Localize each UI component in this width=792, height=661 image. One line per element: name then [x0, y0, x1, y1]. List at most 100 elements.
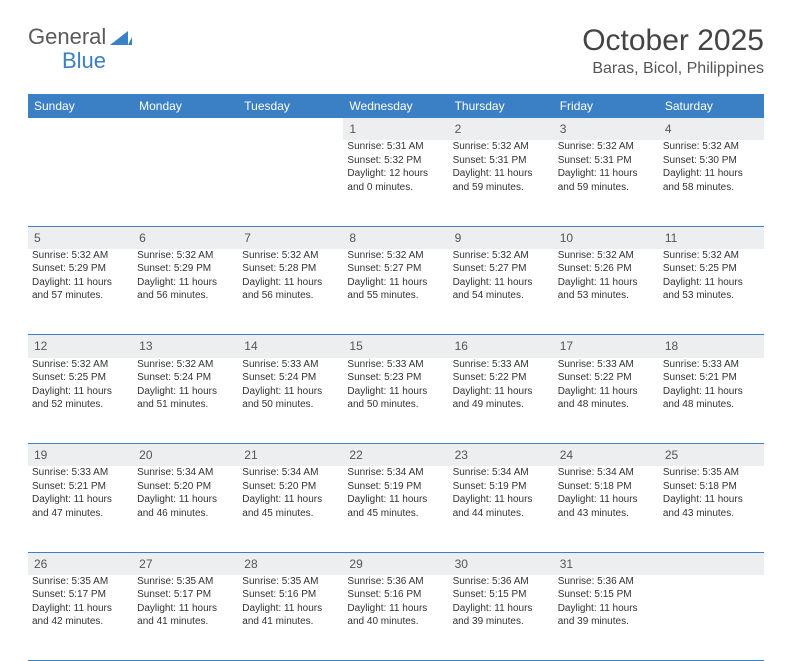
daylight-text: Daylight: 11 hours and 53 minutes.: [558, 276, 655, 303]
day-number-cell: 23: [449, 444, 554, 467]
day-number-cell: 8: [343, 226, 448, 249]
daylight-text: Daylight: 11 hours and 54 minutes.: [453, 276, 550, 303]
day-number-cell: 22: [343, 444, 448, 467]
day-content-cell: Sunrise: 5:34 AMSunset: 5:19 PMDaylight:…: [449, 466, 554, 552]
sunset-text: Sunset: 5:26 PM: [558, 262, 655, 276]
daylight-text: Daylight: 11 hours and 40 minutes.: [347, 602, 444, 629]
day-number-cell: [28, 118, 133, 140]
day-content-cell: Sunrise: 5:35 AMSunset: 5:17 PMDaylight:…: [28, 575, 133, 661]
location: Baras, Bicol, Philippines: [582, 60, 764, 78]
sunrise-text: Sunrise: 5:32 AM: [137, 358, 234, 372]
weekday-header: Monday: [133, 94, 238, 118]
sunset-text: Sunset: 5:32 PM: [347, 154, 444, 168]
daylight-text: Daylight: 11 hours and 56 minutes.: [137, 276, 234, 303]
daylight-text: Daylight: 11 hours and 59 minutes.: [558, 167, 655, 194]
sunset-text: Sunset: 5:18 PM: [558, 480, 655, 494]
day-number-cell: 31: [554, 552, 659, 575]
sunrise-text: Sunrise: 5:32 AM: [32, 358, 129, 372]
daylight-text: Daylight: 11 hours and 50 minutes.: [242, 385, 339, 412]
sunrise-text: Sunrise: 5:36 AM: [453, 575, 550, 589]
day-number-cell: [238, 118, 343, 140]
logo-triangle-icon: [110, 29, 132, 45]
daylight-text: Daylight: 11 hours and 59 minutes.: [453, 167, 550, 194]
sunrise-text: Sunrise: 5:34 AM: [137, 466, 234, 480]
day-content-cell: Sunrise: 5:36 AMSunset: 5:15 PMDaylight:…: [449, 575, 554, 661]
sunrise-text: Sunrise: 5:34 AM: [558, 466, 655, 480]
sunrise-text: Sunrise: 5:34 AM: [242, 466, 339, 480]
day-content-cell: Sunrise: 5:32 AMSunset: 5:25 PMDaylight:…: [659, 249, 764, 335]
weekday-header: Tuesday: [238, 94, 343, 118]
day-content-row: Sunrise: 5:33 AMSunset: 5:21 PMDaylight:…: [28, 466, 764, 552]
daylight-text: Daylight: 11 hours and 41 minutes.: [137, 602, 234, 629]
weekday-header: Sunday: [28, 94, 133, 118]
day-number-row: 19202122232425: [28, 444, 764, 467]
logo-text-general: General: [28, 24, 106, 50]
day-number-cell: 29: [343, 552, 448, 575]
weekday-header: Thursday: [449, 94, 554, 118]
daylight-text: Daylight: 11 hours and 43 minutes.: [558, 493, 655, 520]
day-content-cell: Sunrise: 5:31 AMSunset: 5:32 PMDaylight:…: [343, 140, 448, 226]
day-number-cell: 18: [659, 335, 764, 358]
sunrise-text: Sunrise: 5:31 AM: [347, 140, 444, 154]
weekday-header: Wednesday: [343, 94, 448, 118]
day-content-cell: Sunrise: 5:32 AMSunset: 5:31 PMDaylight:…: [449, 140, 554, 226]
sunrise-text: Sunrise: 5:33 AM: [453, 358, 550, 372]
day-content-cell: Sunrise: 5:32 AMSunset: 5:26 PMDaylight:…: [554, 249, 659, 335]
daylight-text: Daylight: 11 hours and 48 minutes.: [558, 385, 655, 412]
header: General October 2025 Baras, Bicol, Phili…: [28, 24, 764, 78]
sunset-text: Sunset: 5:31 PM: [558, 154, 655, 168]
sunset-text: Sunset: 5:29 PM: [32, 262, 129, 276]
sunrise-text: Sunrise: 5:32 AM: [663, 140, 760, 154]
daylight-text: Daylight: 11 hours and 39 minutes.: [453, 602, 550, 629]
calendar-table: SundayMondayTuesdayWednesdayThursdayFrid…: [28, 94, 764, 661]
daylight-text: Daylight: 11 hours and 48 minutes.: [663, 385, 760, 412]
sunrise-text: Sunrise: 5:35 AM: [663, 466, 760, 480]
sunset-text: Sunset: 5:22 PM: [558, 371, 655, 385]
sunrise-text: Sunrise: 5:32 AM: [32, 249, 129, 263]
sunset-text: Sunset: 5:22 PM: [453, 371, 550, 385]
day-number-cell: [659, 552, 764, 575]
sunset-text: Sunset: 5:20 PM: [137, 480, 234, 494]
day-number-cell: 21: [238, 444, 343, 467]
day-number-row: 567891011: [28, 226, 764, 249]
day-content-cell: Sunrise: 5:32 AMSunset: 5:29 PMDaylight:…: [28, 249, 133, 335]
sunset-text: Sunset: 5:25 PM: [32, 371, 129, 385]
day-content-cell: Sunrise: 5:33 AMSunset: 5:22 PMDaylight:…: [554, 358, 659, 444]
day-content-cell: Sunrise: 5:36 AMSunset: 5:15 PMDaylight:…: [554, 575, 659, 661]
day-number-cell: 5: [28, 226, 133, 249]
sunrise-text: Sunrise: 5:32 AM: [663, 249, 760, 263]
day-content-cell: Sunrise: 5:34 AMSunset: 5:18 PMDaylight:…: [554, 466, 659, 552]
sunset-text: Sunset: 5:18 PM: [663, 480, 760, 494]
sunrise-text: Sunrise: 5:36 AM: [347, 575, 444, 589]
daylight-text: Daylight: 11 hours and 49 minutes.: [453, 385, 550, 412]
day-content-cell: [238, 140, 343, 226]
sunrise-text: Sunrise: 5:32 AM: [347, 249, 444, 263]
day-number-cell: 24: [554, 444, 659, 467]
title-block: October 2025 Baras, Bicol, Philippines: [582, 24, 764, 78]
weekday-header-row: SundayMondayTuesdayWednesdayThursdayFrid…: [28, 94, 764, 118]
daylight-text: Daylight: 11 hours and 52 minutes.: [32, 385, 129, 412]
sunset-text: Sunset: 5:27 PM: [453, 262, 550, 276]
day-content-row: Sunrise: 5:32 AMSunset: 5:25 PMDaylight:…: [28, 358, 764, 444]
logo: General: [28, 24, 134, 50]
sunset-text: Sunset: 5:25 PM: [663, 262, 760, 276]
sunset-text: Sunset: 5:31 PM: [453, 154, 550, 168]
day-content-cell: Sunrise: 5:32 AMSunset: 5:27 PMDaylight:…: [449, 249, 554, 335]
logo-text-blue: Blue: [62, 48, 106, 73]
weekday-header: Friday: [554, 94, 659, 118]
day-number-cell: 2: [449, 118, 554, 140]
month-title: October 2025: [582, 24, 764, 58]
sunset-text: Sunset: 5:24 PM: [137, 371, 234, 385]
day-number-cell: 3: [554, 118, 659, 140]
weekday-header: Saturday: [659, 94, 764, 118]
daylight-text: Daylight: 12 hours and 0 minutes.: [347, 167, 444, 194]
day-content-cell: Sunrise: 5:32 AMSunset: 5:31 PMDaylight:…: [554, 140, 659, 226]
day-number-row: 1234: [28, 118, 764, 140]
sunset-text: Sunset: 5:20 PM: [242, 480, 339, 494]
sunrise-text: Sunrise: 5:35 AM: [32, 575, 129, 589]
day-content-cell: Sunrise: 5:33 AMSunset: 5:23 PMDaylight:…: [343, 358, 448, 444]
calendar-body: 1234Sunrise: 5:31 AMSunset: 5:32 PMDayli…: [28, 118, 764, 661]
day-number-cell: 20: [133, 444, 238, 467]
sunrise-text: Sunrise: 5:33 AM: [558, 358, 655, 372]
sunrise-text: Sunrise: 5:33 AM: [32, 466, 129, 480]
